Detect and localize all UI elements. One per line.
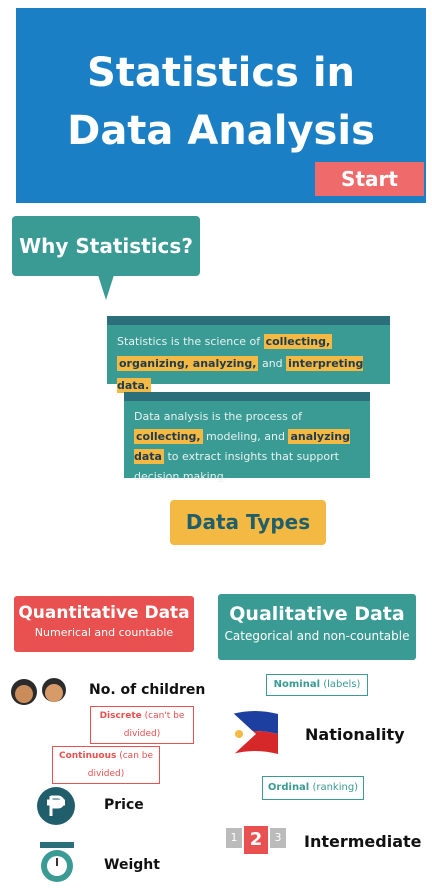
- start-button[interactable]: Start: [315, 162, 424, 196]
- tag-note: (can't be divided): [123, 711, 185, 739]
- rank-box: 1: [226, 828, 242, 848]
- children-icon: [11, 678, 66, 705]
- definition-window: Data analysis is the process of collecti…: [124, 392, 370, 483]
- highlight: organizing, analyzing,: [117, 356, 259, 371]
- highlight: collecting,: [263, 334, 333, 349]
- definition-window: Statistics is the science of collecting,…: [107, 316, 390, 393]
- header: Statistics in Data Analysis: [16, 8, 426, 203]
- text: to extract insights that support decisio…: [134, 450, 339, 483]
- quantitative-box: Quantitative Data Numerical and countabl…: [14, 596, 194, 652]
- discrete-tag: Discrete (can't be divided): [90, 706, 194, 744]
- tag-note: (can be divided): [87, 751, 154, 779]
- rank-box: 2: [244, 826, 268, 854]
- title-line: Data Analysis: [67, 108, 375, 154]
- example-label: Intermediate: [304, 832, 422, 851]
- example-label: Nationality: [305, 725, 405, 744]
- box-title: Quantitative Data: [18, 603, 190, 623]
- box-title: Qualitative Data: [229, 603, 405, 625]
- tag-label: Continuous: [58, 751, 117, 761]
- qualitative-box: Qualitative Data Categorical and non-cou…: [218, 594, 416, 660]
- scale-icon: [40, 842, 74, 882]
- text: and: [258, 357, 287, 370]
- tag-label: Ordinal: [267, 782, 310, 793]
- continuous-tag: Continuous (can be divided): [52, 746, 160, 784]
- text: modeling, and: [202, 430, 289, 443]
- data-types-button[interactable]: Data Types: [170, 500, 326, 545]
- tag-note: (labels): [323, 679, 361, 690]
- tag-label: Nominal: [273, 679, 320, 690]
- text: Statistics is the science of: [117, 335, 264, 348]
- box-subtitle: Numerical and countable: [34, 626, 174, 639]
- why-bubble: Why Statistics?: [12, 216, 200, 276]
- example-label: Weight: [104, 857, 160, 873]
- tag-label: Discrete: [99, 711, 142, 721]
- peso-icon: [37, 787, 75, 825]
- title-line: Statistics in: [86, 50, 356, 96]
- highlight: collecting,: [134, 429, 203, 444]
- example-label: Price: [104, 797, 144, 813]
- example-label: No. of children: [89, 682, 206, 698]
- ordinal-tag: Ordinal (ranking): [262, 776, 364, 800]
- title: Statistics in Data Analysis: [16, 44, 426, 160]
- flag-icon: [232, 711, 278, 756]
- nominal-tag: Nominal (labels): [266, 674, 368, 696]
- box-subtitle: Categorical and non-countable: [224, 629, 410, 643]
- bubble-tail: [98, 275, 114, 300]
- text: Data analysis is the process of: [134, 410, 302, 423]
- rank-box: 3: [270, 828, 286, 848]
- tag-note: (ranking): [312, 782, 359, 793]
